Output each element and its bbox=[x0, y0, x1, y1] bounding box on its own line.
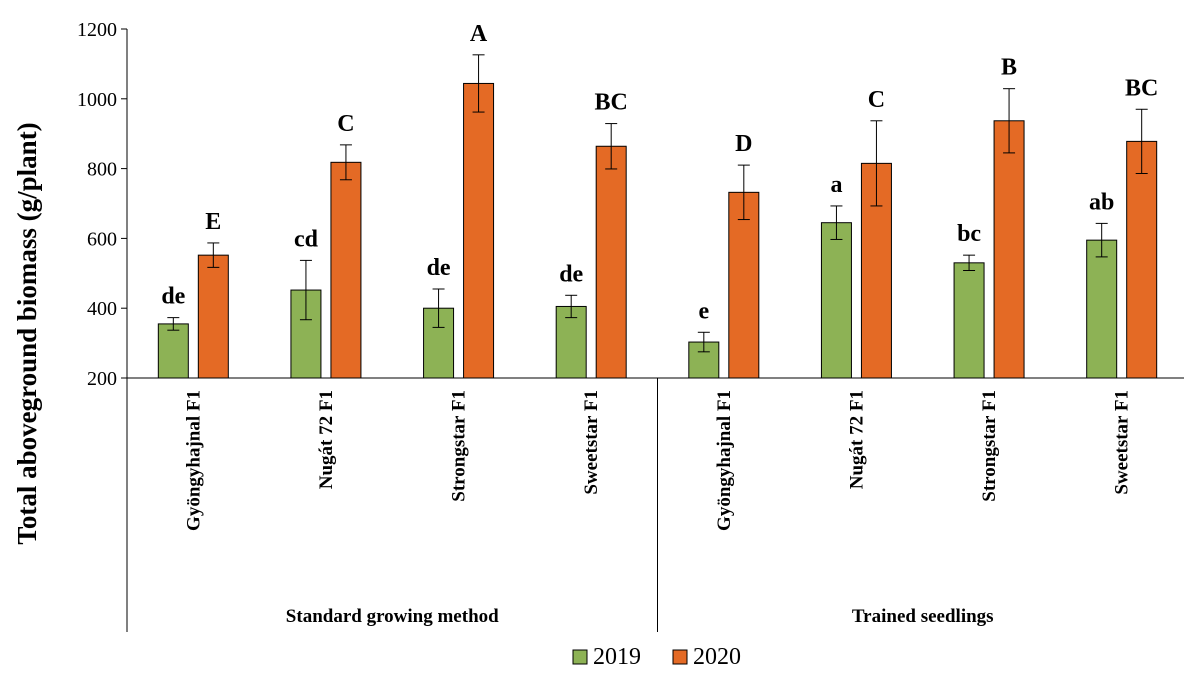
significance-letter: C bbox=[337, 111, 354, 137]
y-tick-label: 200 bbox=[87, 368, 117, 390]
bar-2020 bbox=[330, 161, 362, 379]
significance-letter: de bbox=[427, 255, 451, 281]
significance-letter: E bbox=[205, 209, 221, 235]
x-axis-groups: Standard growing method Trained seedlings bbox=[286, 606, 994, 627]
y-tick-label: 600 bbox=[87, 228, 117, 250]
y-tick-label: 1200 bbox=[77, 19, 117, 41]
significance-letter: cd bbox=[294, 226, 319, 252]
y-axis-ticks: 200 400 600 800 1000 1200 bbox=[77, 19, 127, 390]
y-tick-label: 400 bbox=[87, 298, 117, 320]
legend-swatch-2020 bbox=[672, 649, 688, 665]
bar-2020 bbox=[728, 191, 760, 379]
significance-letter: bc bbox=[957, 221, 981, 247]
significance-letter: B bbox=[1001, 55, 1017, 81]
x-category-label: Gyöngyhajnal F1 bbox=[183, 390, 204, 531]
y-axis-title: Total aboveground biomass (g/plant) bbox=[12, 122, 42, 544]
y-tick-label: 800 bbox=[87, 159, 117, 181]
bar-2020 bbox=[463, 82, 495, 379]
significance-letter: a bbox=[830, 172, 842, 198]
bar-2020 bbox=[595, 145, 627, 379]
significance-letter: de bbox=[559, 261, 583, 287]
significance-letter: e bbox=[698, 298, 709, 324]
bar-2020 bbox=[860, 162, 892, 379]
significance-letter: C bbox=[868, 87, 885, 113]
bar-2019 bbox=[953, 262, 985, 379]
bar-2019 bbox=[1086, 239, 1118, 379]
legend-label: 2019 bbox=[593, 644, 641, 670]
significance-letter: BC bbox=[1125, 75, 1158, 101]
bar-2020 bbox=[1126, 140, 1158, 379]
x-axis-categories: Gyöngyhajnal F1 Nugát 72 F1 Strongstar F1 S… bbox=[183, 390, 1132, 531]
x-category-label: Sweetstar F1 bbox=[1112, 390, 1133, 495]
axes bbox=[126, 29, 1184, 632]
significance-letter: D bbox=[735, 131, 752, 157]
legend: 2019 2020 bbox=[572, 644, 741, 670]
x-category-label: Strongstar F1 bbox=[979, 390, 1000, 502]
bar-2020 bbox=[197, 254, 229, 379]
x-group-label: Trained seedlings bbox=[852, 606, 994, 627]
bar-2019 bbox=[820, 222, 852, 379]
x-category-label: Nugát 72 F1 bbox=[316, 390, 337, 489]
x-group-label: Standard growing method bbox=[286, 606, 499, 627]
legend-label: 2020 bbox=[693, 644, 741, 670]
x-category-label: Strongstar F1 bbox=[449, 390, 470, 502]
x-category-label: Nugát 72 F1 bbox=[846, 390, 867, 489]
bar-2019 bbox=[157, 323, 189, 379]
error-bars bbox=[167, 54, 1148, 353]
legend-swatch-2019 bbox=[572, 649, 588, 665]
significance-letters: de Ecd Cde Ade BC e Da Cbc Bab BC bbox=[161, 21, 1158, 324]
significance-letter: A bbox=[470, 21, 488, 47]
x-category-label: Gyöngyhajnal F1 bbox=[714, 390, 735, 531]
bars bbox=[157, 82, 1158, 379]
significance-letter: de bbox=[161, 284, 185, 310]
bar-2020 bbox=[993, 120, 1025, 379]
significance-letter: ab bbox=[1089, 189, 1114, 215]
significance-letter: BC bbox=[595, 90, 628, 116]
x-category-label: Sweetstar F1 bbox=[581, 390, 602, 495]
y-tick-label: 1000 bbox=[77, 89, 117, 111]
